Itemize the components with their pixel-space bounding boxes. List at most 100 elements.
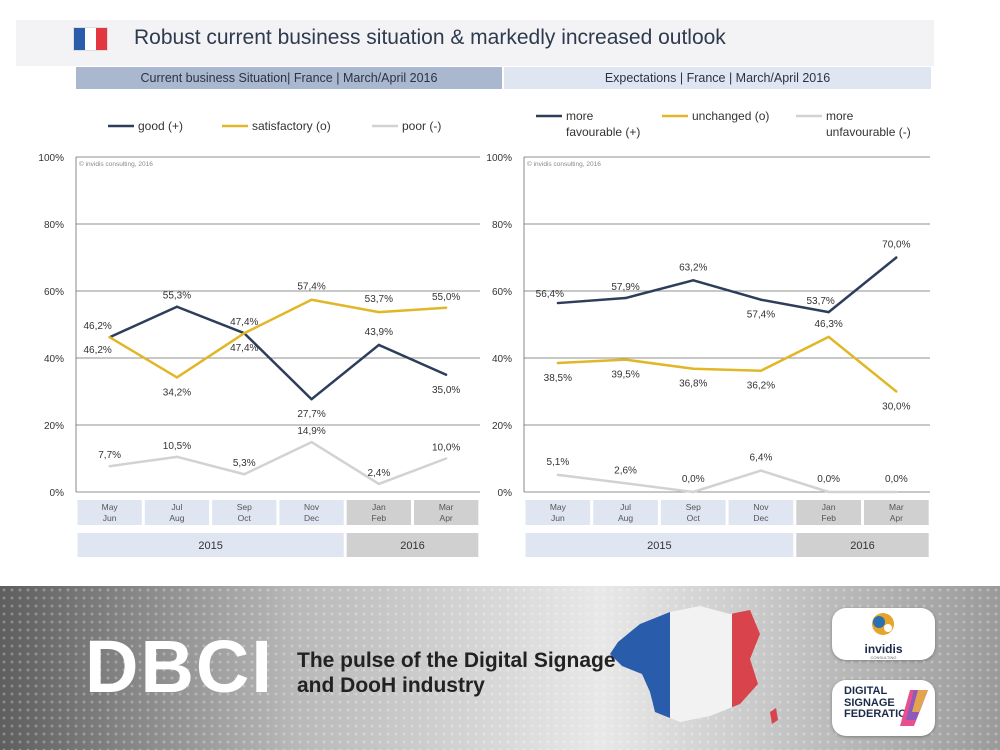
data-label: 46,2% <box>83 321 111 332</box>
invidis-mark-icon <box>872 613 894 635</box>
x-tick-label: Dec <box>753 513 769 523</box>
x-tick-label: Mar <box>439 502 454 512</box>
x-tick-label: Jul <box>620 502 631 512</box>
data-point <box>624 296 627 300</box>
x-tick-label: Feb <box>821 513 836 523</box>
x-tick-label: Nov <box>304 502 320 512</box>
dsf-mark-icon <box>900 690 928 726</box>
x-tick-label: Mar <box>889 502 904 512</box>
data-point <box>108 465 111 468</box>
data-label: 10,5% <box>163 441 191 452</box>
year-label: 2015 <box>198 540 222 552</box>
category-box <box>144 500 210 525</box>
legend-label: more favourable (+) <box>566 109 640 139</box>
category-box <box>728 500 794 525</box>
data-label: 27,7% <box>297 409 325 420</box>
legend-label-part: more <box>826 109 854 123</box>
year-box <box>77 533 344 557</box>
x-tick-label: Aug <box>618 513 633 523</box>
tagline: The pulse of the Digital Signage and Doo… <box>297 648 616 698</box>
data-label: 53,7% <box>365 294 393 305</box>
data-label: 38,5% <box>544 373 572 384</box>
category-box <box>593 500 658 525</box>
x-tick-label: Aug <box>169 513 184 523</box>
series-line <box>557 256 898 314</box>
left-panel-header: Current business Situation| France | Mar… <box>76 67 502 89</box>
data-label: 0,0% <box>682 474 705 485</box>
data-point <box>310 398 313 401</box>
data-point <box>692 490 695 494</box>
y-tick-label: 0% <box>50 488 65 499</box>
data-point <box>556 361 560 365</box>
tagline-line-2: and DooH industry <box>297 674 485 698</box>
data-point <box>377 310 381 314</box>
france-map-icon <box>610 606 778 724</box>
x-tick-label: Jun <box>551 513 565 523</box>
data-label: 70,0% <box>882 240 910 251</box>
y-tick-label: 80% <box>44 220 64 231</box>
data-point <box>175 305 179 308</box>
y-tick-label: 60% <box>492 287 512 298</box>
x-tick-label: May <box>550 502 567 512</box>
category-box <box>796 500 861 525</box>
legend-label: unchanged (o) <box>692 109 769 123</box>
data-point <box>556 473 560 477</box>
data-point <box>243 332 246 335</box>
y-tick-label: 60% <box>44 287 64 298</box>
data-label: 47,4% <box>230 343 258 354</box>
year-label: 2016 <box>850 540 874 552</box>
category-box <box>660 500 726 525</box>
x-tick-label: Oct <box>687 513 701 523</box>
x-tick-label: Jul <box>172 502 183 512</box>
data-point <box>108 336 111 339</box>
data-label: 46,3% <box>814 319 842 330</box>
data-label: 0,0% <box>885 474 908 485</box>
data-label: 46,2% <box>83 345 111 356</box>
data-point <box>444 373 448 376</box>
category-box <box>346 500 411 525</box>
x-tick-label: Sep <box>686 502 701 512</box>
title-bar: Robust current business situation & mark… <box>16 20 934 66</box>
legend-label: poor (-) <box>402 119 441 133</box>
data-point <box>759 369 763 372</box>
invidis-logo: invidis CONSULTING <box>832 608 935 660</box>
series-line <box>557 469 897 494</box>
data-point <box>624 482 627 485</box>
data-label: 14,9% <box>297 426 325 437</box>
series-line <box>557 335 898 393</box>
data-label: 5,3% <box>233 458 256 469</box>
x-tick-label: Apr <box>440 513 453 523</box>
data-label: 36,2% <box>747 381 775 392</box>
dsf-wordmark: DIGITAL SIGNAGE FEDERATION <box>844 685 915 721</box>
category-box <box>77 500 142 525</box>
data-label: 2,4% <box>367 468 390 479</box>
y-tick-label: 0% <box>498 488 513 499</box>
data-label: 7,7% <box>98 450 121 461</box>
series-line <box>109 440 447 486</box>
x-tick-label: Apr <box>890 513 903 523</box>
dbci-brand: DBCI <box>85 625 274 708</box>
data-label: 30,0% <box>882 402 910 413</box>
data-point <box>827 310 830 314</box>
data-point <box>692 279 695 282</box>
series-line <box>109 298 447 379</box>
data-point <box>310 440 313 444</box>
data-point <box>895 256 898 259</box>
data-point <box>377 343 381 347</box>
data-point <box>444 457 448 460</box>
x-tick-label: Jun <box>103 513 117 523</box>
legend-label-part: more <box>566 109 594 123</box>
data-point <box>556 301 560 305</box>
right-panel-header: Expectations | France | March/April 2016 <box>504 67 931 89</box>
legend-label: more unfavourable (-) <box>826 109 911 139</box>
y-tick-label: 20% <box>492 421 512 432</box>
data-point <box>310 298 313 301</box>
data-point <box>444 306 448 309</box>
footer-banner: DBCI The pulse of the Digital Signage an… <box>0 586 1000 750</box>
category-box <box>279 500 344 525</box>
data-label: 63,2% <box>679 262 707 273</box>
data-point <box>759 469 763 472</box>
page-title: Robust current business situation & mark… <box>134 26 726 49</box>
category-box <box>414 500 479 525</box>
data-label: 34,2% <box>163 387 191 398</box>
